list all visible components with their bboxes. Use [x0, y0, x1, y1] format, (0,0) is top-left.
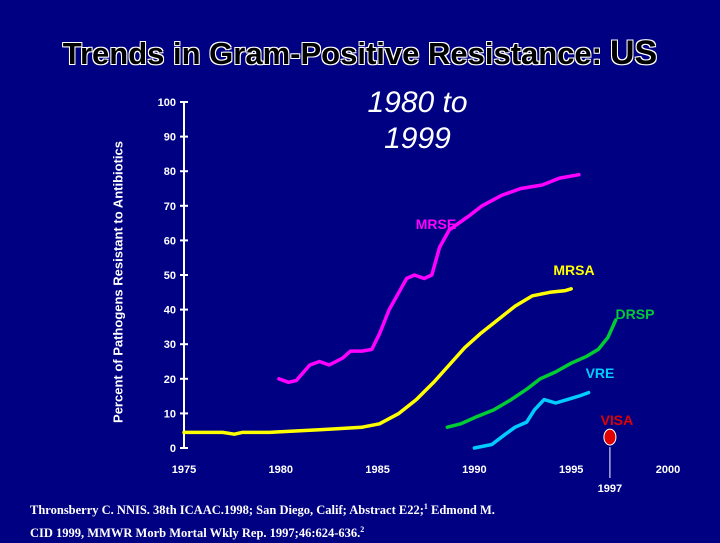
baseline-line: [182, 425, 364, 436]
series-label-drsp: DRSP: [616, 306, 655, 322]
citation-line-2: CID 1999, MMWR Morb Mortal Wkly Rep. 199…: [30, 520, 590, 543]
series-label-mrse: MRSE: [416, 216, 456, 232]
citation-ref-1: 1: [423, 502, 428, 511]
y-tick-label: 20: [164, 374, 176, 386]
y-tick-label: 70: [164, 201, 176, 213]
citation: Thronsberry C. NNIS. 38th ICAAC.1998; Sa…: [30, 497, 590, 543]
series-label-mrsa: MRSA: [553, 262, 594, 278]
citation-line-2-text: CID 1999, MMWR Morb Mortal Wkly Rep. 199…: [30, 526, 361, 541]
y-tick-label: 50: [164, 270, 176, 282]
citation-line-1-author: Edmond M.: [427, 503, 495, 518]
series-label-vre: VRE: [586, 365, 615, 381]
y-tick-label: 30: [164, 339, 176, 351]
series-line-mrse: [277, 172, 581, 385]
citation-line-1: Thronsberry C. NNIS. 38th ICAAC.1998; Sa…: [30, 497, 590, 520]
x-tick-label: 1980: [269, 464, 293, 476]
subtitle: 1980 to 1999: [330, 85, 505, 157]
y-tick-label: 100: [158, 97, 176, 109]
y-tick-label: 90: [164, 132, 176, 144]
x-tick-label: 1975: [172, 464, 196, 476]
x-tick-label: 1990: [462, 464, 486, 476]
visa-marker: [603, 428, 617, 446]
subtitle-line-2: 1999: [384, 122, 451, 155]
citation-ref-2: 2: [360, 525, 365, 535]
title-text: Trends in Gram-Positive Resistance:: [62, 36, 602, 71]
series-label-visa: VISA: [601, 412, 634, 428]
x-tick-label: 1985: [365, 464, 389, 476]
y-tick-label: 40: [164, 305, 176, 317]
series-line-mrsa: [360, 287, 573, 429]
y-tick-label: 0: [170, 443, 176, 455]
subtitle-line-1: 1980 to: [367, 86, 468, 119]
title-suffix: US: [610, 34, 658, 72]
citation-line-1-text: Thronsberry C. NNIS. 38th ICAAC.1998; Sa…: [30, 503, 424, 518]
year-annotation: 1997: [598, 483, 622, 495]
y-tick-label: 10: [164, 408, 176, 420]
series-line-drsp: [445, 318, 618, 429]
slide-title: Trends in Gram-Positive Resistance: US: [0, 34, 720, 73]
x-tick-label: 2000: [656, 464, 680, 476]
x-tick-label: 1995: [559, 464, 583, 476]
y-tick-label: 60: [164, 235, 176, 247]
y-tick-label: 80: [164, 166, 176, 178]
series-line-vre: [472, 390, 591, 450]
